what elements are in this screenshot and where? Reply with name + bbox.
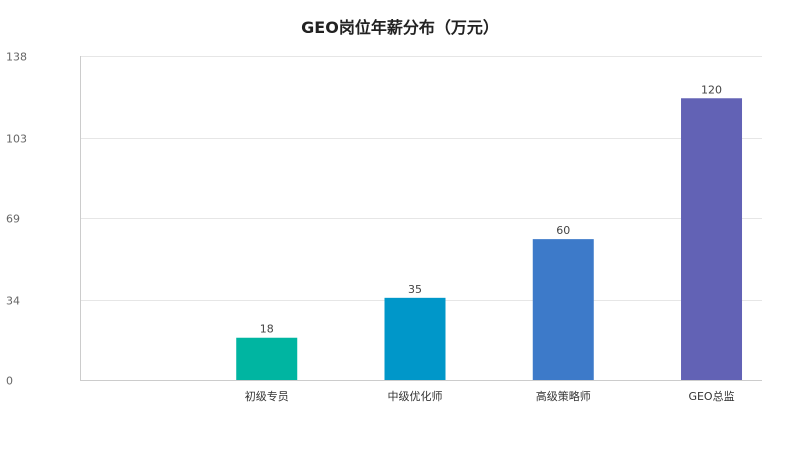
bar-0 xyxy=(236,337,298,380)
y-tick-labels: 0 34 69 103 138 xyxy=(6,51,27,388)
axes xyxy=(80,56,762,381)
bar-2 xyxy=(532,239,594,380)
data-label-0: 18 xyxy=(260,323,274,336)
bar-3 xyxy=(681,98,743,381)
gridlines xyxy=(80,56,762,301)
data-labels: 18 35 60 120 xyxy=(260,83,722,335)
y-tick-label: 0 xyxy=(6,375,13,388)
chart-title: GEO岗位年薪分布（万元） xyxy=(301,18,499,37)
y-tick-label: 69 xyxy=(6,213,20,226)
bar-1 xyxy=(384,297,446,380)
data-label-1: 35 xyxy=(408,283,422,296)
data-label-3: 120 xyxy=(701,83,722,96)
category-labels: 初级专员 中级优化师 高级策略师 GEO总监 xyxy=(245,389,735,403)
y-tick-label: 138 xyxy=(6,51,27,64)
category-label-0: 初级专员 xyxy=(245,389,289,403)
data-label-2: 60 xyxy=(556,224,570,237)
category-label-2: 高级策略师 xyxy=(536,389,591,403)
y-tick-label: 103 xyxy=(6,133,27,146)
category-label-1: 中级优化师 xyxy=(388,389,443,403)
category-label-3: GEO总监 xyxy=(688,389,734,403)
bars xyxy=(236,98,743,381)
y-tick-label: 34 xyxy=(6,295,20,308)
